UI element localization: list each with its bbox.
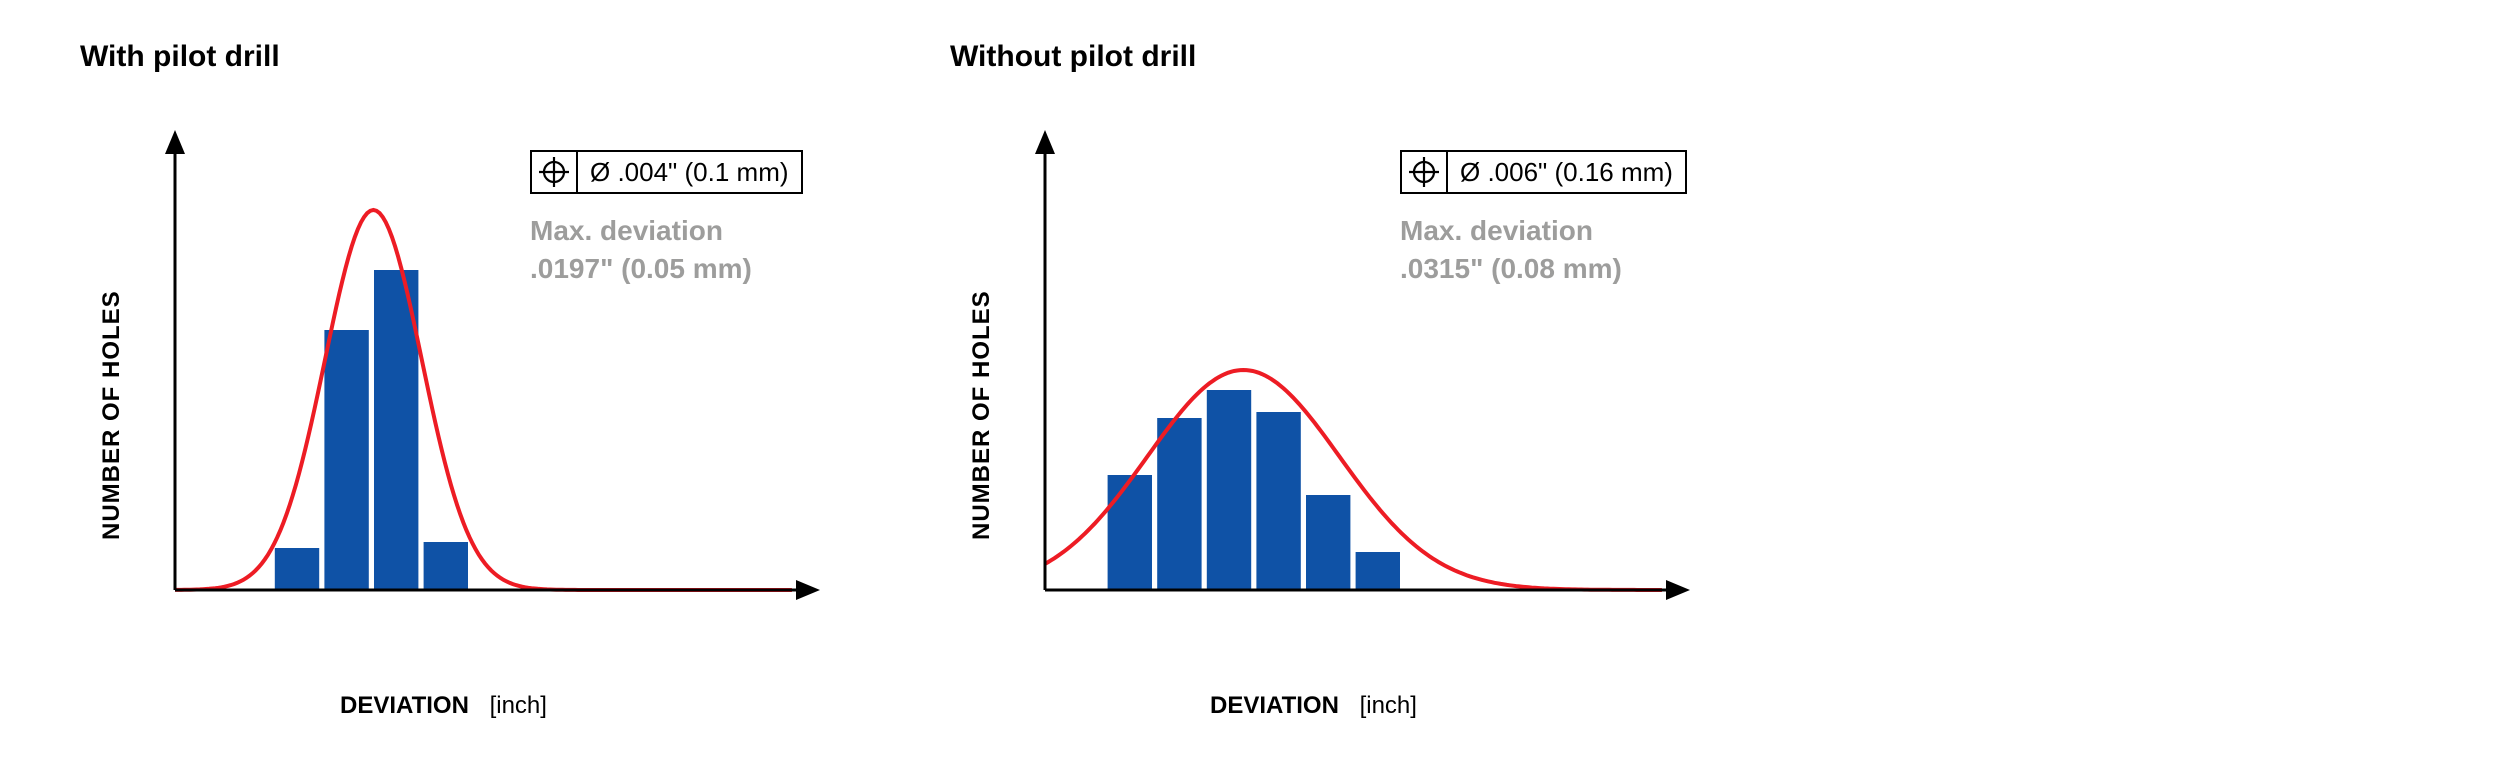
histogram-bar	[424, 542, 468, 590]
histogram-bar	[1306, 495, 1350, 590]
x-axis-label-unit: [inch]	[1360, 692, 1417, 719]
tolerance-value: Ø .004" (0.1 mm)	[578, 152, 801, 192]
tolerance-value: Ø .006" (0.16 mm)	[1448, 152, 1685, 192]
max-deviation-label: Max. deviation	[530, 215, 723, 246]
x-axis-label-main: DEVIATION	[340, 692, 469, 719]
x-axis-label: DEVIATION [inch]	[340, 692, 547, 720]
histogram-bar	[324, 330, 368, 590]
chart-without-pilot: Without pilot drill NUMBER OF HOLES DEVI…	[950, 40, 1770, 740]
callout-block: Ø .006" (0.16 mm) Max. deviation .0315" …	[1400, 150, 1760, 288]
histogram-bar	[1356, 552, 1400, 590]
x-axis-label: DEVIATION [inch]	[1210, 692, 1417, 720]
histogram-bar	[1157, 418, 1201, 590]
histogram-bar	[275, 548, 319, 590]
true-position-icon	[532, 152, 578, 192]
histogram-bar	[1207, 390, 1251, 590]
true-position-icon	[1402, 152, 1448, 192]
histogram-bar	[1256, 412, 1300, 590]
position-tolerance-box: Ø .004" (0.1 mm)	[530, 150, 803, 194]
max-deviation-label: Max. deviation	[1400, 215, 1593, 246]
histogram-bar	[1108, 475, 1152, 590]
max-deviation-text: Max. deviation .0315" (0.08 mm)	[1400, 212, 1760, 288]
max-deviation-text: Max. deviation .0197" (0.05 mm)	[530, 212, 890, 288]
chart-title: Without pilot drill	[950, 40, 1196, 74]
max-deviation-value: .0197" (0.05 mm)	[530, 253, 752, 284]
chart-title: With pilot drill	[80, 40, 280, 74]
callout-block: Ø .004" (0.1 mm) Max. deviation .0197" (…	[530, 150, 890, 288]
chart-with-pilot: With pilot drill NUMBER OF HOLES DEVIATI…	[80, 40, 900, 740]
max-deviation-value: .0315" (0.08 mm)	[1400, 253, 1622, 284]
y-axis-label: NUMBER OF HOLES	[968, 290, 996, 540]
page: With pilot drill NUMBER OF HOLES DEVIATI…	[0, 0, 2500, 771]
x-axis-label-unit: [inch]	[490, 692, 547, 719]
position-tolerance-box: Ø .006" (0.16 mm)	[1400, 150, 1687, 194]
x-axis-label-main: DEVIATION	[1210, 692, 1339, 719]
y-axis-label: NUMBER OF HOLES	[98, 290, 126, 540]
